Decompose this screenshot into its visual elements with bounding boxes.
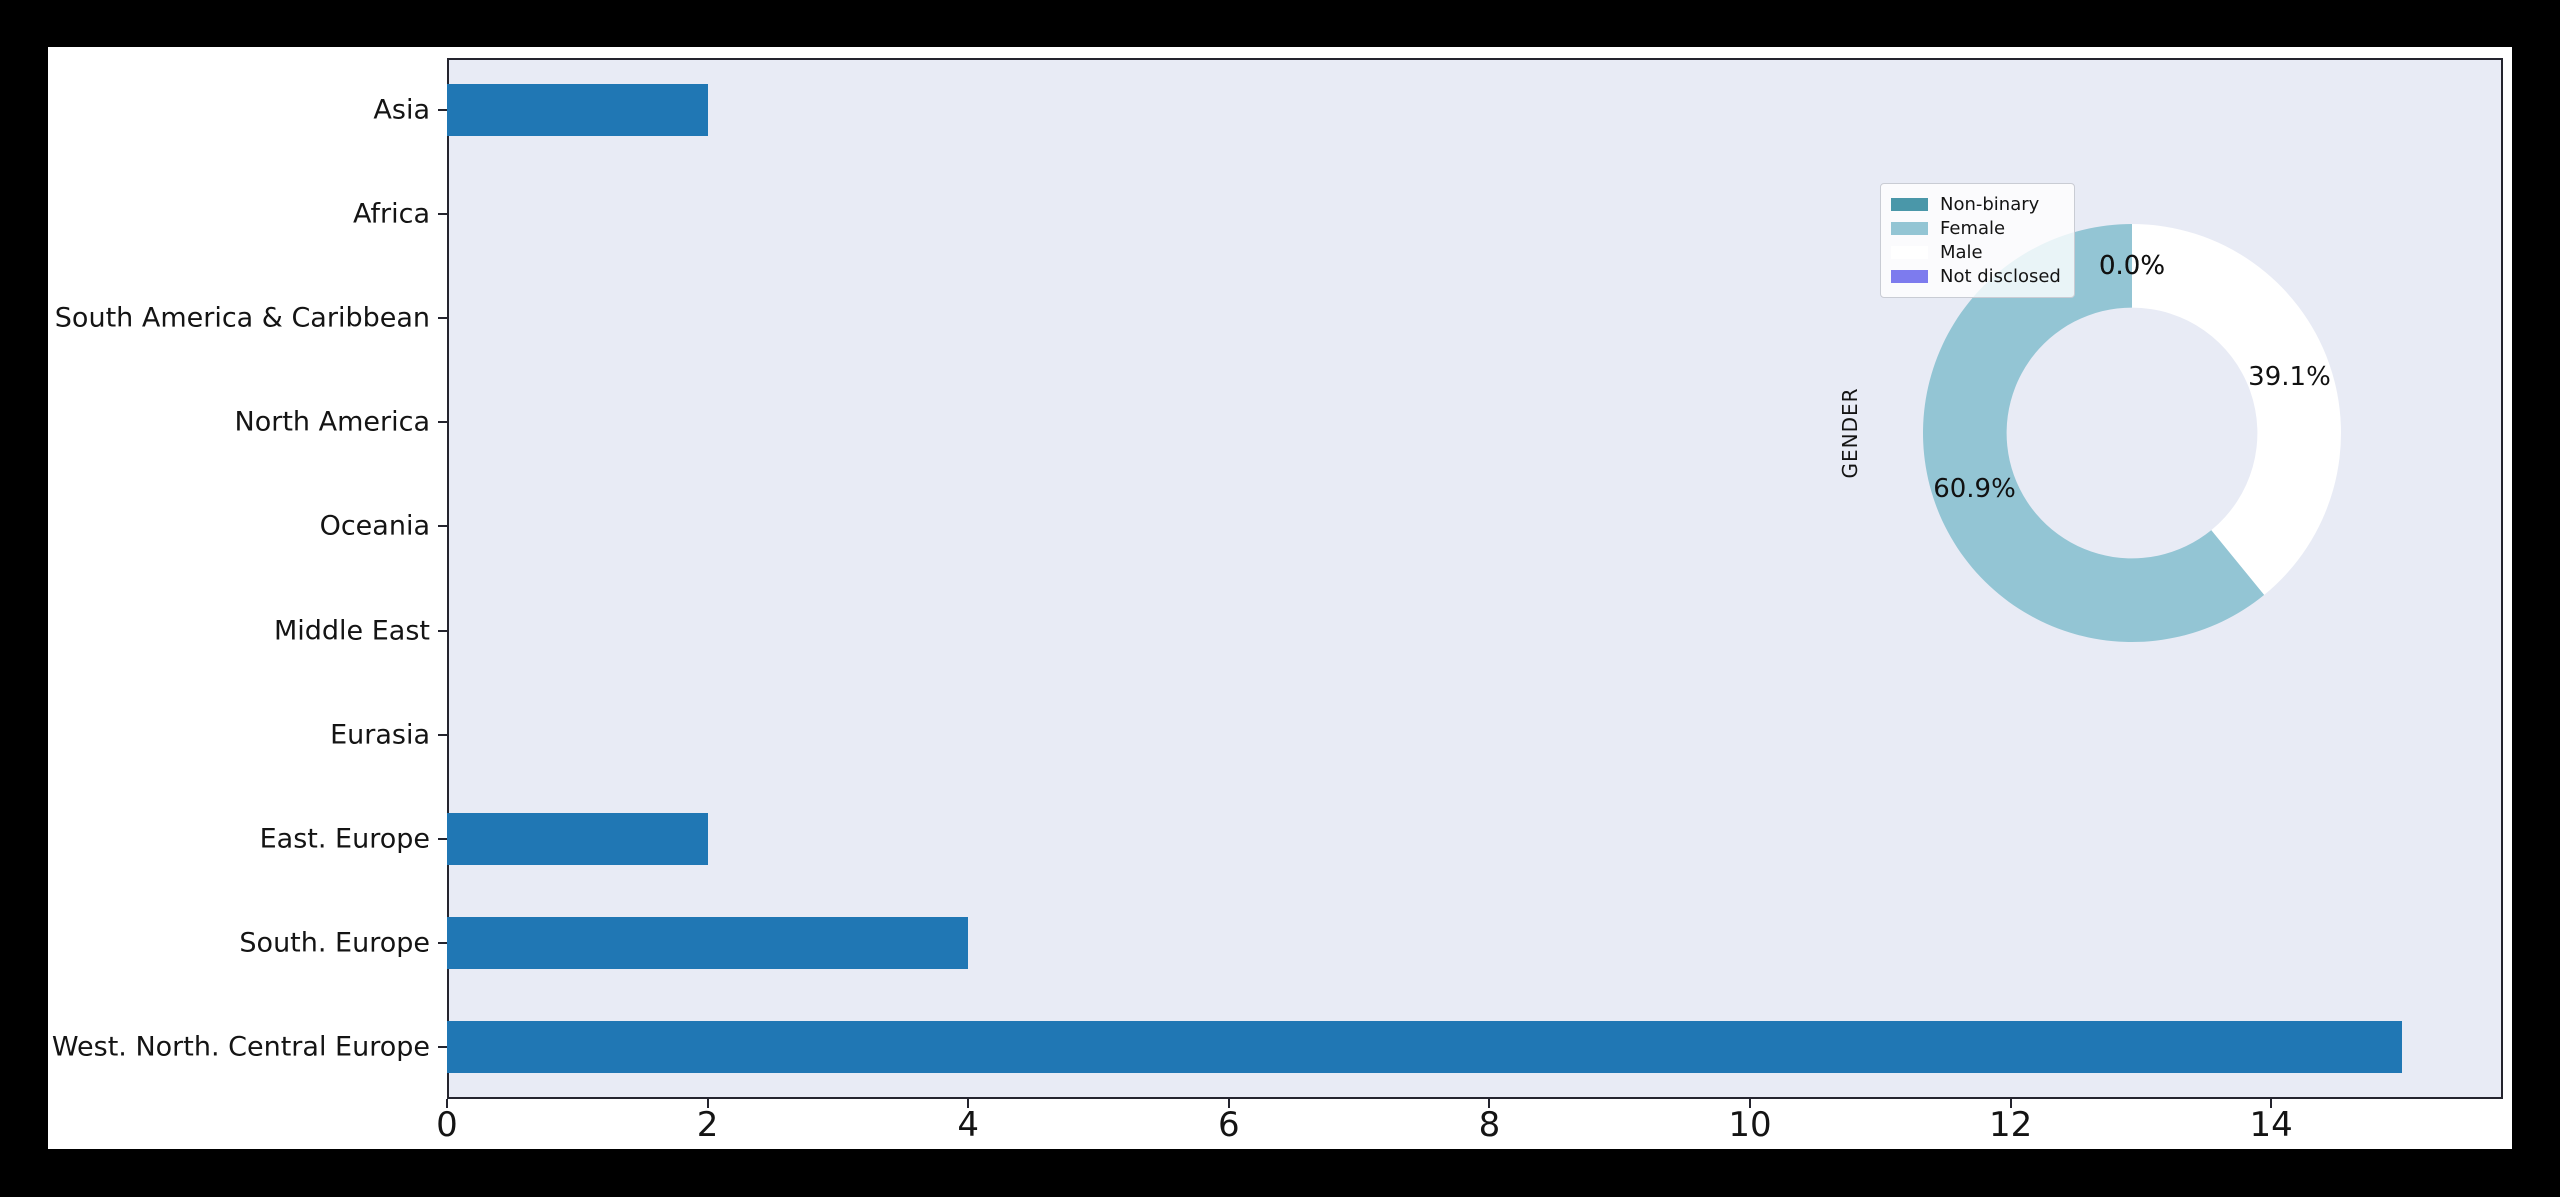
x-tick-label: 8: [1478, 1105, 1501, 1145]
donut-pct-label: 0.0%: [2098, 250, 2166, 281]
y-tick-mark: [438, 733, 447, 736]
y-tick-mark: [438, 629, 447, 632]
legend-label: Non-binary: [1940, 194, 2040, 215]
x-tick-mark: [706, 1099, 709, 1108]
y-tick-label: Africa: [352, 198, 430, 230]
x-tick-mark: [2009, 1099, 2012, 1108]
bar: [447, 1020, 2402, 1073]
x-tick-mark: [2270, 1099, 2273, 1108]
y-tick-label: Middle East: [273, 615, 430, 646]
bar: [447, 812, 708, 865]
x-tick-label: 0: [436, 1105, 458, 1145]
gender-legend: Non-binary Female Male Not disclosed: [1880, 183, 2075, 298]
x-tick-mark: [446, 1099, 448, 1108]
gender-axis-title: GENDER: [1838, 387, 1862, 479]
legend-label: Female: [1940, 218, 2006, 239]
y-tick-label: Asia: [373, 94, 430, 126]
y-tick-label: North America: [234, 406, 430, 438]
x-tick-mark: [1749, 1099, 1751, 1108]
y-tick-label: East. Europe: [259, 823, 430, 855]
y-tick-mark: [438, 525, 447, 528]
y-tick-mark: [438, 317, 447, 320]
donut-pct-label: 0.0%: [2098, 250, 2166, 281]
y-tick-mark: [438, 109, 447, 111]
legend-swatch-icon: [1891, 222, 1928, 235]
legend-label: Not disclosed: [1940, 266, 2061, 287]
x-tick-label: 2: [696, 1105, 719, 1145]
y-tick-mark: [438, 213, 447, 216]
legend-swatch-icon: [1891, 198, 1928, 211]
bar: [447, 916, 969, 969]
x-tick-mark: [967, 1099, 970, 1108]
y-tick-mark: [438, 837, 447, 840]
x-tick-label: 12: [1988, 1105, 2033, 1145]
y-tick-label: South. Europe: [239, 927, 430, 959]
x-tick-label: 14: [2249, 1105, 2293, 1145]
y-tick-label: Oceania: [319, 510, 430, 542]
x-tick-label: 4: [957, 1105, 980, 1145]
y-tick-mark: [438, 421, 447, 424]
legend-item: Non-binary: [1891, 193, 2064, 216]
legend-swatch-icon: [1891, 246, 1928, 259]
x-tick-label: 10: [1728, 1105, 1772, 1145]
y-tick-label: Eurasia: [330, 719, 430, 751]
x-tick-mark: [1227, 1099, 1230, 1108]
y-tick-mark: [438, 1045, 447, 1048]
donut-pct-label: 60.9%: [1933, 474, 2016, 505]
x-tick-mark: [1488, 1099, 1491, 1108]
legend-label: Male: [1940, 242, 1983, 263]
legend-swatch-icon: [1891, 270, 1928, 283]
legend-item: Female: [1891, 217, 2064, 240]
y-tick-label: West. North. Central Europe: [51, 1031, 430, 1063]
bar: [447, 84, 708, 136]
legend-item: Male: [1891, 241, 2064, 264]
donut-pct-label: 39.1%: [2248, 361, 2331, 392]
y-tick-mark: [438, 941, 447, 944]
legend-item: Not disclosed: [1891, 265, 2064, 288]
x-tick-label: 6: [1217, 1105, 1240, 1145]
y-tick-label: South America & Caribbean: [54, 302, 430, 334]
